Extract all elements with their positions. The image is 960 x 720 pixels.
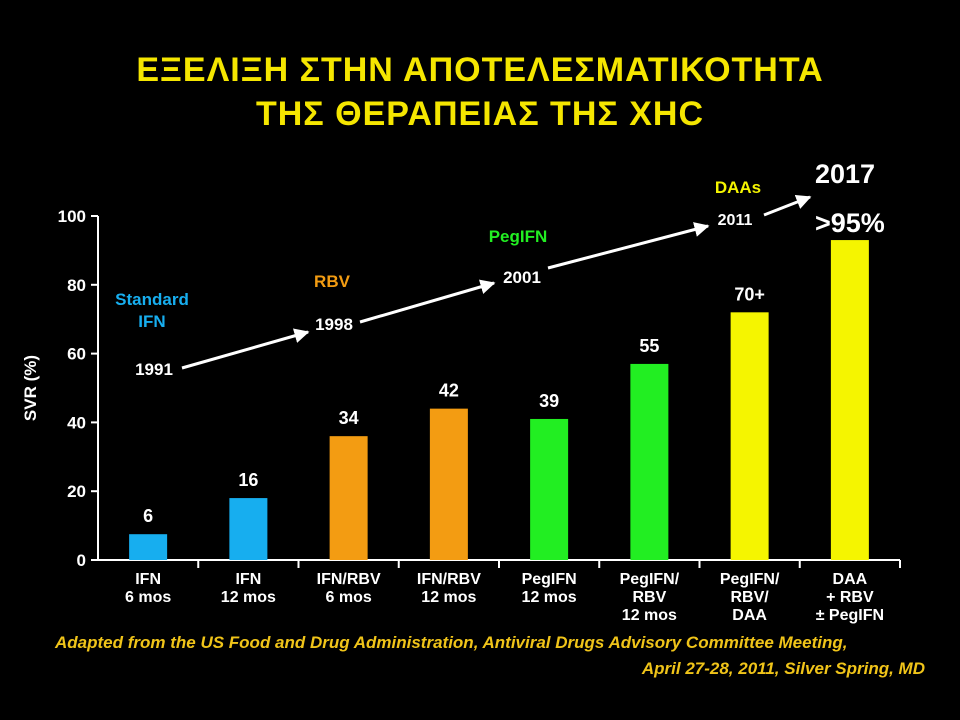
bar-value-label-5: 55: [639, 336, 659, 356]
y-tick-label: 0: [77, 551, 86, 570]
bar-value-label-4: 39: [539, 391, 559, 411]
x-category-label: ± PegIFN: [816, 607, 884, 624]
title-line-2: ΤΗΣ ΘΕΡΑΠΕΙΑΣ ΤΗΣ ΧΗC: [255, 95, 705, 133]
x-category-label: 12 mos: [221, 589, 276, 606]
y-tick-label: 40: [67, 413, 86, 432]
bar-7: [830, 240, 869, 560]
x-category-label: RBV/: [731, 589, 770, 606]
bar-5: [630, 363, 669, 560]
page-title: ΕΞΕΛΙΞΗ ΣΤΗΝ ΑΠΟΤΕΛΕΣΜΑΤΙΚΟΤΗΤΑ ΤΗΣ ΘΕΡΑ…: [0, 48, 960, 136]
timeline-arrow-1: [359, 279, 496, 324]
bar-1: [229, 498, 268, 560]
timeline-arrow-3: [763, 194, 812, 217]
year-2011: 2011: [718, 212, 753, 229]
bar-value-label-1: 16: [238, 470, 258, 490]
source-citation: Adapted from the US Food and Drug Admini…: [20, 630, 925, 682]
y-tick-label: 60: [67, 345, 86, 364]
x-category-label: 12 mos: [522, 589, 577, 606]
x-category-label: DAA: [732, 607, 767, 624]
x-category-label: IFN/RBV: [417, 571, 481, 588]
x-category-label: RBV: [632, 589, 666, 606]
title-line-1: ΕΞΕΛΙΞΗ ΣΤΗΝ ΑΠΟΤΕΛΕΣΜΑΤΙΚΟΤΗΤΑ: [136, 51, 824, 89]
x-category-label: PegIFN: [522, 571, 577, 588]
x-category-label: PegIFN/: [620, 571, 680, 588]
bar-6: [730, 312, 769, 560]
bar-0: [129, 534, 168, 560]
bar-value-label-0: 6: [143, 506, 153, 526]
bar-3: [429, 408, 468, 560]
x-category-label: IFN: [235, 571, 261, 588]
annotation-rbv: RBV: [314, 272, 351, 291]
annotation-pegifn: PegIFN: [489, 227, 548, 246]
x-category-label: PegIFN/: [720, 571, 780, 588]
y-tick-label: 100: [58, 207, 86, 226]
year-2017: 2017: [815, 159, 875, 189]
bar-value-label-7: >95%: [815, 208, 885, 238]
x-category-label: 12 mos: [622, 607, 677, 624]
bar-value-label-3: 42: [439, 381, 459, 401]
bar-value-label-2: 34: [339, 408, 359, 428]
bar-value-label-6: 70+: [734, 284, 765, 304]
annotation-standard-ifn: Standard IFN: [115, 290, 189, 331]
bar-4: [530, 418, 569, 560]
year-2001: 2001: [503, 268, 541, 287]
bar-2: [329, 436, 368, 560]
timeline-arrow-0: [181, 328, 310, 370]
source-line-1: Adapted from the US Food and Drug Admini…: [55, 633, 848, 652]
annotation-daas: DAAs: [715, 178, 761, 197]
x-category-label: IFN/RBV: [317, 571, 381, 588]
y-tick-label: 20: [67, 482, 86, 501]
x-category-label: DAA: [833, 571, 868, 588]
x-category-label: 12 mos: [421, 589, 476, 606]
x-category-label: 6 mos: [326, 589, 372, 606]
y-axis-label: SVR (%): [21, 355, 40, 421]
timeline-arrow-2: [547, 222, 710, 270]
y-tick-label: 80: [67, 276, 86, 295]
year-1998: 1998: [315, 315, 353, 334]
x-category-label: IFN: [135, 571, 161, 588]
x-category-label: + RBV: [826, 589, 874, 606]
source-line-2: April 27-28, 2011, Silver Spring, MD: [641, 659, 925, 678]
year-1991: 1991: [135, 360, 173, 379]
x-category-label: 6 mos: [125, 589, 171, 606]
